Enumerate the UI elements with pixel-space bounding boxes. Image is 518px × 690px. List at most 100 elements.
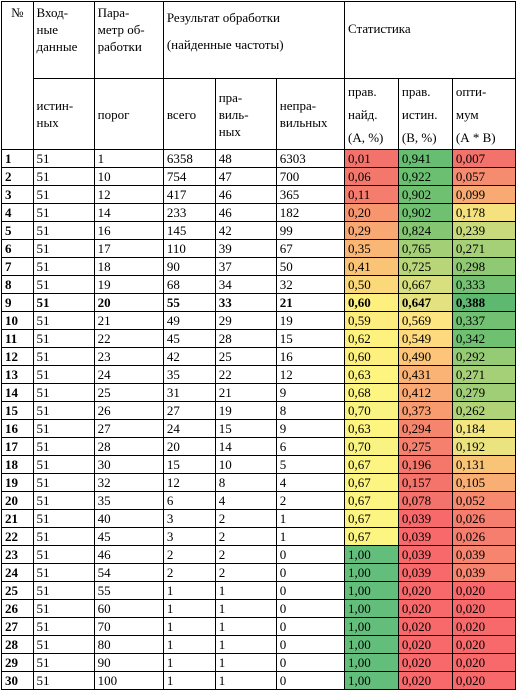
precision-a-value: 1,00: [343, 581, 399, 600]
header-processing-parameter: Пара- метр об- работки: [93, 1, 164, 79]
optimum-ab-value: 0,271: [451, 365, 517, 384]
found-total: 2: [162, 545, 216, 564]
recall-b-value: 0,765: [397, 239, 453, 258]
row-number: 9: [1, 293, 34, 312]
optimum-ab-value: 0,262: [451, 401, 517, 420]
table-row: 4 51 14 233 46 182 0,20 0,902 0,178: [1, 203, 517, 222]
optimum-ab-value: 0,131: [451, 455, 517, 474]
found-correct: 1: [214, 617, 277, 636]
optimum-ab-value: 0,039: [451, 545, 517, 564]
found-correct: 2: [214, 563, 277, 582]
table-row: 15 51 26 27 19 8 0,70 0,373 0,262: [1, 401, 517, 420]
precision-a-value: 0,35: [343, 239, 399, 258]
found-total: 68: [162, 275, 216, 294]
threshold-value: 45: [93, 527, 164, 546]
found-total: 6358: [162, 149, 216, 168]
row-number: 23: [1, 545, 34, 564]
recall-b-value: 0,490: [397, 347, 453, 366]
threshold-value: 24: [93, 365, 164, 384]
found-wrong: 99: [275, 221, 345, 240]
found-correct: 46: [214, 185, 277, 204]
recall-b-value: 0,902: [397, 203, 453, 222]
found-correct: 14: [214, 437, 277, 456]
table-row: 23 51 46 2 2 0 1,00 0,039 0,039: [1, 545, 517, 564]
row-number: 1: [1, 149, 34, 168]
recall-b-value: 0,569: [397, 311, 453, 330]
recall-b-value: 0,275: [397, 437, 453, 456]
found-total: 1: [162, 599, 216, 618]
found-correct: 2: [214, 545, 277, 564]
input-true-count: 51: [32, 203, 95, 222]
optimum-ab-value: 0,020: [451, 581, 517, 600]
found-total: 1: [162, 617, 216, 636]
optimum-ab-value: 0,333: [451, 275, 517, 294]
precision-a-value: 0,59: [343, 311, 399, 330]
precision-a-value: 0,67: [343, 527, 399, 546]
recall-b-value: 0,549: [397, 329, 453, 348]
recall-b-value: 0,020: [397, 653, 453, 672]
precision-a-value: 0,67: [343, 455, 399, 474]
precision-a-value: 0,41: [343, 257, 399, 276]
input-true-count: 51: [32, 473, 95, 492]
threshold-value: 16: [93, 221, 164, 240]
threshold-value: 90: [93, 653, 164, 672]
row-number: 24: [1, 563, 34, 582]
recall-b-value: 0,020: [397, 617, 453, 636]
recall-b-value: 0,039: [397, 545, 453, 564]
found-correct: 8: [214, 473, 277, 492]
table-row: 20 51 35 6 4 2 0,67 0,078 0,052: [1, 491, 517, 510]
precision-a-value: 0,70: [343, 437, 399, 456]
input-true-count: 51: [32, 509, 95, 528]
optimum-ab-value: 0,052: [451, 491, 517, 510]
precision-a-value: 0,20: [343, 203, 399, 222]
table-row: 19 51 32 12 8 4 0,67 0,157 0,105: [1, 473, 517, 492]
optimum-ab-value: 0,342: [451, 329, 517, 348]
input-true-count: 51: [32, 149, 95, 168]
threshold-value: 100: [93, 671, 164, 690]
found-wrong: 182: [275, 203, 345, 222]
found-correct: 19: [214, 401, 277, 420]
input-true-count: 51: [32, 671, 95, 690]
found-total: 145: [162, 221, 216, 240]
input-true-count: 51: [32, 347, 95, 366]
optimum-ab-value: 0,020: [451, 635, 517, 654]
threshold-value: 23: [93, 347, 164, 366]
found-wrong: 0: [275, 671, 345, 690]
input-true-count: 51: [32, 257, 95, 276]
precision-a-value: 0,62: [343, 329, 399, 348]
table-row: 18 51 30 15 10 5 0,67 0,196 0,131: [1, 455, 517, 474]
found-wrong: 12: [275, 365, 345, 384]
precision-a-value: 0,70: [343, 401, 399, 420]
header-recall-b: прав. истин. (В, %): [397, 78, 453, 150]
found-wrong: 2: [275, 491, 345, 510]
table-row: 2 51 10 754 47 700 0,06 0,922 0,057: [1, 167, 517, 186]
found-correct: 46: [214, 203, 277, 222]
header-correct: пра- виль- ных: [214, 78, 277, 150]
row-number: 27: [1, 617, 34, 636]
header-threshold: порог: [93, 78, 164, 150]
recall-b-value: 0,824: [397, 221, 453, 240]
input-true-count: 51: [32, 365, 95, 384]
found-correct: 34: [214, 275, 277, 294]
table-row: 1 51 1 6358 48 6303 0,01 0,941 0,007: [1, 149, 517, 168]
found-correct: 1: [214, 581, 277, 600]
row-number: 10: [1, 311, 34, 330]
input-true-count: 51: [32, 419, 95, 438]
found-wrong: 67: [275, 239, 345, 258]
table-row: 12 51 23 42 25 16 0,60 0,490 0,292: [1, 347, 517, 366]
found-wrong: 16: [275, 347, 345, 366]
precision-a-value: 1,00: [343, 671, 399, 690]
precision-a-value: 1,00: [343, 635, 399, 654]
precision-a-value: 0,01: [343, 149, 399, 168]
optimum-ab-value: 0,020: [451, 599, 517, 618]
found-total: 110: [162, 239, 216, 258]
found-correct: 10: [214, 455, 277, 474]
found-correct: 1: [214, 599, 277, 618]
threshold-value: 54: [93, 563, 164, 582]
threshold-value: 17: [93, 239, 164, 258]
found-total: 1: [162, 581, 216, 600]
optimum-ab-value: 0,099: [451, 185, 517, 204]
found-wrong: 21: [275, 293, 345, 312]
precision-a-value: 0,06: [343, 167, 399, 186]
